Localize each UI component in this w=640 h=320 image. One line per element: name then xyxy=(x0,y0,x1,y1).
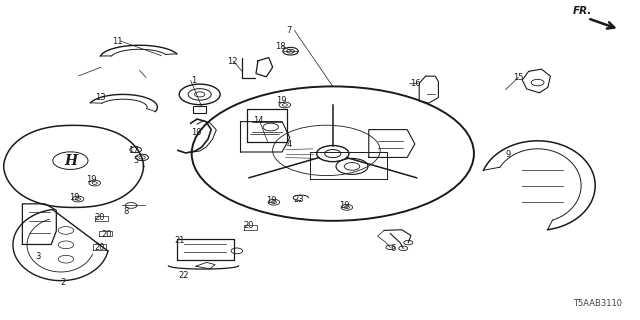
Text: 20: 20 xyxy=(95,243,105,252)
Text: 16: 16 xyxy=(410,79,420,88)
Text: 9: 9 xyxy=(506,150,511,159)
Text: 1: 1 xyxy=(191,76,196,85)
Text: T5AAB3110: T5AAB3110 xyxy=(573,299,622,308)
Text: 6: 6 xyxy=(390,244,396,253)
Text: 20: 20 xyxy=(243,221,253,230)
Text: 19: 19 xyxy=(69,193,79,202)
Text: 4: 4 xyxy=(287,140,292,148)
Text: 18: 18 xyxy=(275,42,286,51)
Text: 20: 20 xyxy=(101,230,111,239)
Text: 19: 19 xyxy=(86,175,97,184)
Text: 15: 15 xyxy=(513,73,524,82)
Text: 20: 20 xyxy=(95,213,105,222)
Text: 8: 8 xyxy=(123,207,128,216)
Text: 22: 22 xyxy=(178,271,188,280)
Text: 2: 2 xyxy=(61,278,66,287)
Text: FR.: FR. xyxy=(573,6,592,16)
Text: 10: 10 xyxy=(191,128,201,137)
Text: 17: 17 xyxy=(128,146,139,155)
Text: 13: 13 xyxy=(95,93,106,102)
Text: 5: 5 xyxy=(133,156,138,164)
Text: 7: 7 xyxy=(287,26,292,35)
Text: 21: 21 xyxy=(174,236,184,245)
Text: 19: 19 xyxy=(266,196,276,204)
Text: 3: 3 xyxy=(35,252,40,261)
Text: 19: 19 xyxy=(339,201,349,210)
Text: 23: 23 xyxy=(293,195,304,204)
Text: 19: 19 xyxy=(276,96,287,105)
Text: 11: 11 xyxy=(112,37,122,46)
Text: 14: 14 xyxy=(253,116,263,124)
Text: 12: 12 xyxy=(227,57,237,66)
Text: H: H xyxy=(64,154,77,168)
